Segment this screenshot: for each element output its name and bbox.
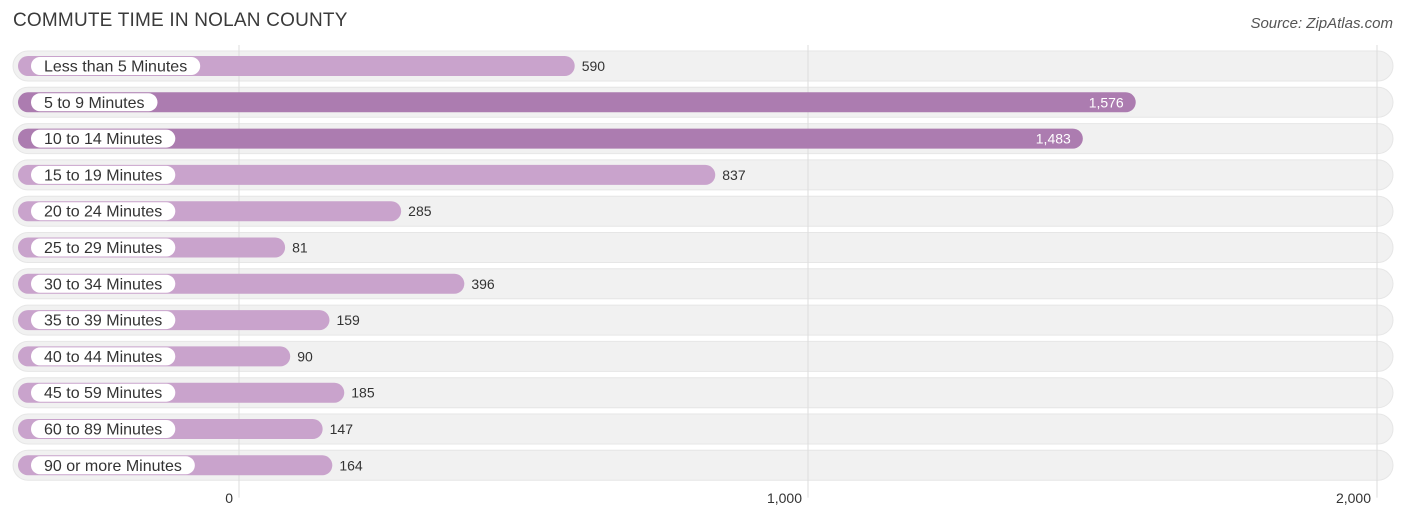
bar xyxy=(18,128,1083,149)
category-pill xyxy=(31,420,176,438)
category-label-group: 60 to 89 Minutes xyxy=(31,420,176,439)
row-background xyxy=(12,413,1394,445)
category-label-group: Less than 5 Minutes xyxy=(31,57,201,76)
category-pill xyxy=(31,165,176,184)
category-label: 20 to 24 Minutes xyxy=(44,204,162,221)
category-pill xyxy=(31,57,201,75)
category-pill xyxy=(31,311,176,330)
row-background xyxy=(12,232,1394,263)
category-label: Less than 5 Minutes xyxy=(44,59,187,76)
value-label: 164 xyxy=(339,457,363,473)
row-background xyxy=(12,304,1394,336)
category-label: 40 to 44 Minutes xyxy=(44,349,162,366)
row-background xyxy=(12,340,1394,372)
category-pill xyxy=(31,129,176,148)
category-label: 35 to 39 Minutes xyxy=(44,313,162,330)
category-label-group: 45 to 59 Minutes xyxy=(31,383,176,402)
category-label: 15 to 19 Minutes xyxy=(44,167,162,184)
category-label-group: 35 to 39 Minutes xyxy=(31,311,176,330)
category-pill xyxy=(31,383,176,402)
category-label: 90 or more Minutes xyxy=(44,458,182,475)
value-label: 285 xyxy=(408,203,432,219)
category-label-group: 10 to 14 Minutes xyxy=(31,129,176,148)
source-credit: Source: ZipAtlas.com xyxy=(1250,15,1393,32)
value-label: 1,576 xyxy=(1089,94,1124,110)
value-label: 90 xyxy=(297,348,313,364)
category-pill xyxy=(31,347,176,366)
category-label-group: 20 to 24 Minutes xyxy=(31,202,176,221)
value-label: 590 xyxy=(582,58,606,74)
category-label: 10 to 14 Minutes xyxy=(44,131,162,148)
category-pill xyxy=(31,202,176,221)
category-label-group: 40 to 44 Minutes xyxy=(31,347,176,366)
category-label-group: 5 to 9 Minutes xyxy=(31,93,158,112)
value-label: 185 xyxy=(351,385,375,401)
category-label: 30 to 34 Minutes xyxy=(44,276,162,293)
x-tick-label: 1,000 xyxy=(767,490,802,506)
x-tick-label: 2,000 xyxy=(1336,490,1371,506)
value-label: 396 xyxy=(471,276,495,292)
x-tick-label: 0 xyxy=(225,490,233,506)
row-background xyxy=(12,377,1394,409)
category-pill xyxy=(31,274,176,293)
chart-title: COMMUTE TIME IN NOLAN COUNTY xyxy=(13,10,348,31)
value-label: 159 xyxy=(336,312,360,328)
category-label-group: 15 to 19 Minutes xyxy=(31,165,176,184)
bar xyxy=(18,92,1136,113)
value-label: 1,483 xyxy=(1036,131,1071,147)
category-label-group: 30 to 34 Minutes xyxy=(31,274,176,293)
row-background xyxy=(12,449,1394,481)
value-label: 837 xyxy=(722,167,746,183)
category-label: 45 to 59 Minutes xyxy=(44,385,162,402)
category-label: 25 to 29 Minutes xyxy=(44,240,162,257)
bar xyxy=(18,164,716,185)
category-label: 5 to 9 Minutes xyxy=(44,95,145,112)
category-pill xyxy=(31,93,158,112)
category-label-group: 25 to 29 Minutes xyxy=(31,238,176,257)
category-pill xyxy=(31,456,195,475)
category-pill xyxy=(31,238,176,257)
category-label-group: 90 or more Minutes xyxy=(31,456,195,475)
category-label: 60 to 89 Minutes xyxy=(44,422,162,439)
value-label: 147 xyxy=(330,421,354,437)
value-label: 81 xyxy=(292,240,308,256)
